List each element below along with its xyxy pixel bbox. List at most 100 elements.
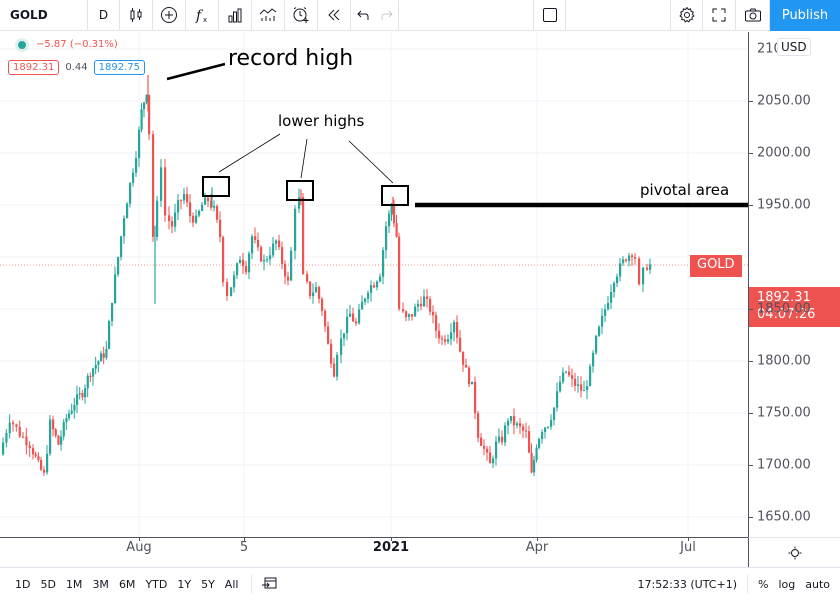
candle-up xyxy=(450,332,453,340)
candle-up xyxy=(97,361,100,365)
candle-up xyxy=(86,375,89,389)
scale-toggles: % log auto xyxy=(758,578,840,591)
candle-up xyxy=(642,267,645,285)
timezone-clock[interactable]: 17:52:33 (UTC+1) xyxy=(637,577,737,591)
financials-button[interactable] xyxy=(219,0,252,31)
candle-down xyxy=(486,448,489,453)
publish-button[interactable]: Publish xyxy=(770,0,840,31)
candle-up xyxy=(336,354,339,377)
candle-down xyxy=(444,339,447,342)
range-ytd[interactable]: YTD xyxy=(145,577,168,591)
axis-settings-button[interactable] xyxy=(748,537,840,567)
candle-up xyxy=(577,384,580,386)
range-3m[interactable]: 3M xyxy=(92,577,109,591)
candle-down xyxy=(25,436,28,446)
price-tick-label: 1850.00 xyxy=(757,301,811,317)
candle-up xyxy=(94,364,97,369)
candle-down xyxy=(57,435,60,445)
candle-up xyxy=(556,391,559,408)
replay-button[interactable] xyxy=(318,0,351,31)
symbol-search-button[interactable]: GOLD xyxy=(0,0,88,31)
compare-symbol-button[interactable] xyxy=(153,0,186,31)
candle-up xyxy=(123,218,126,237)
lower-high-box xyxy=(286,180,314,201)
interval-button[interactable]: D xyxy=(88,0,120,31)
time-tick-label: Jul xyxy=(680,540,696,555)
candle-up xyxy=(105,348,108,358)
log-scale-toggle[interactable]: log xyxy=(778,577,796,591)
candle-up xyxy=(65,418,68,423)
settings-button[interactable] xyxy=(670,0,703,31)
snapshot-button[interactable] xyxy=(736,0,770,31)
replay-icon xyxy=(328,9,340,21)
candle-up xyxy=(382,250,385,277)
candle-down xyxy=(519,423,522,427)
candle-up xyxy=(294,208,297,251)
price-tick-mark xyxy=(748,309,753,310)
candle-up xyxy=(607,302,610,310)
undo-button[interactable] xyxy=(351,0,375,31)
candle-up xyxy=(610,292,613,303)
candle-down xyxy=(411,314,414,317)
buy-price-button[interactable]: 1892.75 xyxy=(93,60,145,75)
range-all[interactable]: All xyxy=(224,577,239,591)
candle-down xyxy=(302,197,305,275)
go-to-date-button[interactable] xyxy=(262,576,278,593)
range-1y[interactable]: 1Y xyxy=(177,577,192,591)
candle-up xyxy=(408,314,411,318)
candle-up xyxy=(349,313,352,317)
time-tick-label: Aug xyxy=(126,540,152,555)
candle-down xyxy=(522,426,525,431)
candle-up xyxy=(73,404,76,411)
candle-up xyxy=(535,447,538,461)
templates-icon xyxy=(259,8,277,21)
templates-button[interactable] xyxy=(252,0,285,31)
candle-up xyxy=(111,302,114,322)
candle-up xyxy=(62,422,65,437)
price-axis[interactable]: 2100.00 USD 1892.31 04:07:26 1650.001700… xyxy=(748,32,840,537)
range-6m[interactable]: 6M xyxy=(118,577,136,591)
candle-down xyxy=(468,367,471,385)
time-tick-label: 2021 xyxy=(372,540,410,555)
candle-up xyxy=(272,243,275,256)
time-axis[interactable]: Aug 5 2021 Apr Jul xyxy=(0,537,748,567)
price-tick-label: 1700.00 xyxy=(757,457,811,473)
candle-up xyxy=(495,441,498,459)
time-tick-mark xyxy=(391,537,392,541)
chart-style-button[interactable] xyxy=(120,0,153,31)
candle-up xyxy=(290,250,293,281)
candle-down xyxy=(324,310,327,327)
percent-scale-toggle[interactable]: % xyxy=(758,577,769,591)
candle-down xyxy=(281,246,284,264)
candle-up xyxy=(156,200,159,237)
redo-button[interactable] xyxy=(375,0,399,31)
candle-up xyxy=(5,432,8,443)
candle-down xyxy=(164,167,167,216)
range-1m[interactable]: 1M xyxy=(65,577,83,591)
record-high-annotation: record high xyxy=(228,46,353,71)
alert-button[interactable] xyxy=(285,0,318,31)
candle-down xyxy=(287,276,290,281)
candle-up xyxy=(358,309,361,324)
candle-down xyxy=(480,437,483,446)
fullscreen-button[interactable] xyxy=(703,0,736,31)
price-tick-mark xyxy=(748,517,753,518)
range-5d[interactable]: 5D xyxy=(40,577,56,591)
candle-up xyxy=(213,205,216,208)
layout-button[interactable] xyxy=(533,0,566,31)
currency-badge[interactable]: USD xyxy=(777,38,811,56)
price-chart-canvas[interactable]: record high lower highs pivotal area xyxy=(0,32,748,537)
candle-down xyxy=(40,459,43,470)
candle-down xyxy=(321,298,324,311)
bar-countdown: 04:07:26 xyxy=(757,307,816,322)
price-tick-mark xyxy=(748,101,753,102)
sell-price-button[interactable]: 1892.31 xyxy=(8,60,60,75)
range-1d[interactable]: 1D xyxy=(15,577,31,591)
auto-scale-toggle[interactable]: auto xyxy=(805,577,830,591)
candle-up xyxy=(340,338,343,355)
range-5y[interactable]: 5Y xyxy=(201,577,215,591)
candle-down xyxy=(52,419,55,430)
market-status-icon xyxy=(18,40,26,49)
candle-down xyxy=(462,351,465,365)
